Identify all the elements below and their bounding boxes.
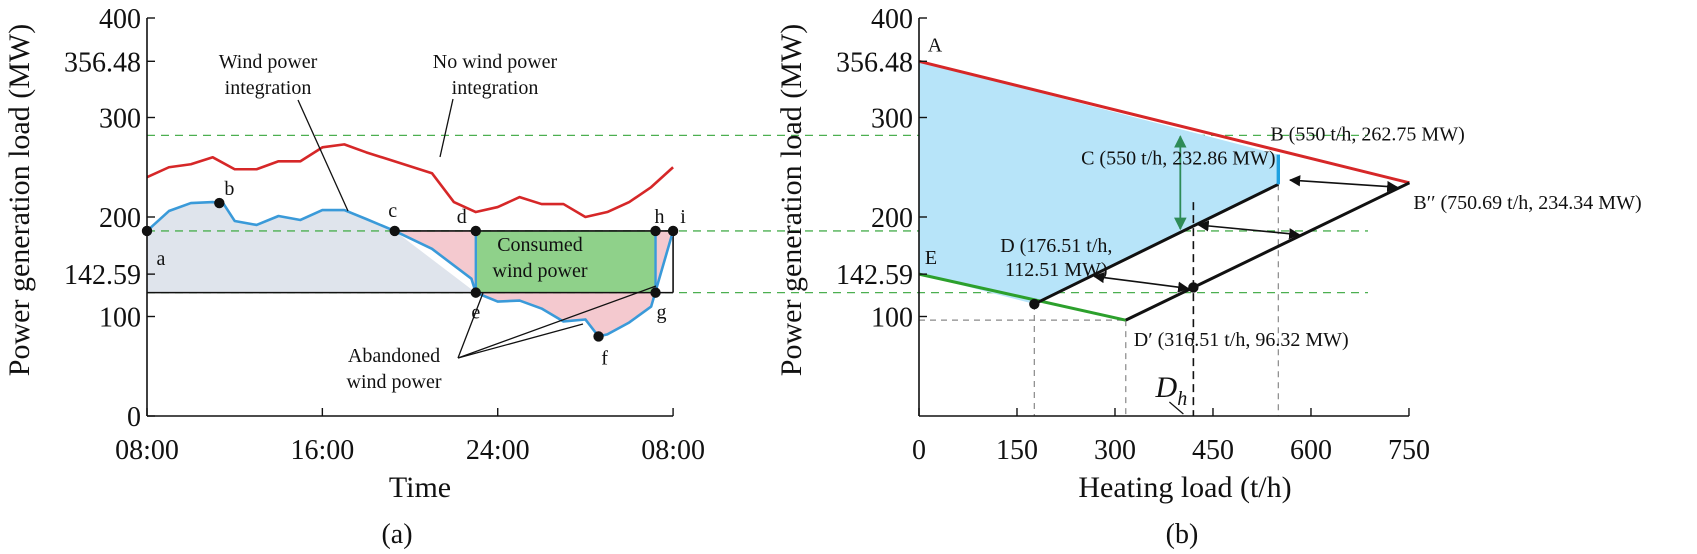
panel-a: 0 100 142.59 200 300 356.48 400 08:00 16:00 24:00… [64,4,1368,466]
point-h [650,225,661,237]
leader-abandoned-1 [457,292,484,359]
leader-abandoned-3 [457,285,657,359]
panel-a-xtick-label: 08:00 [115,435,179,466]
annotation-consumed-line1: Consumed [497,234,583,256]
panel-b-ylabel: Power generation load (MW) [775,24,808,376]
fill-abandoned-wind-2 [475,292,656,337]
caption-b: (b) [1166,519,1199,550]
edge-a-b [918,59,1410,185]
leader-no-wind [439,98,454,158]
point-g [650,287,661,298]
point-b [214,197,225,209]
panel-b-xtick-label: 300 [1094,435,1136,466]
panel-b-point-1 [1188,282,1199,293]
panel-b-xtick-label: 750 [1388,435,1430,466]
panel-b: 100 142.59 200 300 356.48 400 0 150 300 450 600 750… [836,4,1642,466]
panel-a-ylabel: Power generation load (MW) [3,24,36,376]
panel-b-ytick-label: 356.48 [836,47,913,78]
edge-d-prime-b2 [1125,181,1411,322]
panel-b-ytick-label: 100 [871,303,913,334]
point-label-b: b [224,178,234,200]
annotation-abandoned-line1: Abandoned [348,345,440,367]
point-label-d: d [457,206,467,228]
panel-b-ytick-label: 400 [871,4,913,35]
panel-b-ticks: 100 142.59 200 300 356.48 400 0 150 300 450 600 750… [836,4,1430,466]
panel-b-xtick-label: 450 [1192,435,1234,466]
leader-abandoned-2 [457,323,584,359]
dh-leader [1168,401,1184,415]
panel-b-boundary-lines [918,59,1411,322]
edge-d-c [1033,182,1279,306]
panel-a-ytick-label: 200 [99,203,141,234]
panel-b-ytick-label: 300 [871,104,913,135]
annotation-wind-integration-line2: integration [225,77,312,99]
panel-b-xlabel: Heating load (t/h) [1078,471,1291,504]
panel-b-point-0 [1029,298,1040,310]
panel-a-xtick-label: 08:00 [641,435,705,466]
panel-a-xtick-label: 16:00 [290,435,354,466]
panel-a-xtick-label: 24:00 [466,435,530,466]
leader-wind-integration [297,99,349,212]
point-c [389,225,400,237]
point-label-A: A [928,34,943,56]
panel-a-ytick-label: 356.48 [64,47,141,78]
point-label-c: c [388,200,397,222]
annotation-wind-integration-line1: Wind power [219,51,318,73]
panel-a-ytick-label: 300 [99,104,141,135]
panel-b-ytick-label: 200 [871,203,913,234]
point-label-f: f [601,347,608,369]
annotation-no-wind-line2: integration [452,77,539,99]
point-label-D: D (176.51 t/h, 112.51 MW) [1000,235,1112,281]
panel-a-ticks: 0 100 142.59 200 300 356.48 400 08:00 16:00 24:00… [64,4,705,466]
point-label-g: g [657,302,667,324]
panel-a-fill-regions [147,202,674,337]
point-label-D1: D′ (316.51 t/h, 96.32 MW) [1134,329,1349,351]
point-label-i: i [680,206,686,228]
panel-b-fill-region [919,61,1279,305]
operating-region-fill [919,61,1279,305]
panel-b-xtick-label: 0 [912,435,926,466]
panel-a-ytick-label: 400 [99,4,141,35]
panel-a-ytick-label: 0 [127,402,141,433]
edge-e-d-prime [918,272,1127,322]
shift-arrow-1 [1197,220,1301,240]
point-label-B: B (550 t/h, 262.75 MW) [1270,124,1464,146]
point-e [470,287,481,298]
panel-a-ytick-label: 142.59 [64,260,141,291]
series-line-no-wind [146,143,674,219]
point-a [141,225,153,237]
point-d [470,225,481,237]
annotation-consumed-line2: wind power [493,260,588,282]
dh-label: Dh [1155,371,1188,410]
fill-baseline-region [147,202,476,293]
annotation-no-wind-line1: No wind power [433,51,558,73]
shift-arrow-0 [1092,272,1190,293]
panel-a-ytick-label: 100 [99,303,141,334]
panel-a-xlabel: Time [389,471,451,504]
panel-b-ytick-label: 142.59 [836,260,913,291]
panel-b-xtick-label: 150 [996,435,1038,466]
point-i [667,225,679,237]
point-label-a: a [157,248,166,270]
point-label-B2: B′′ (750.69 t/h, 234.34 MW) [1413,192,1641,214]
point-label-h: h [655,206,665,228]
shift-arrow-2 [1288,175,1399,193]
fill-consumed-wind [475,230,656,293]
point-f [593,331,604,342]
point-label-E: E [925,247,937,269]
panel-b-points: A B (550 t/h, 262.75 MW) B′′ (750.69 t/h, … [925,34,1642,351]
caption-a: (a) [381,519,412,550]
panel-b-xtick-label: 600 [1290,435,1332,466]
point-label-C: C (550 t/h, 232.86 MW) [1081,147,1275,169]
annotation-abandoned-line2: wind power [347,371,442,393]
fill-abandoned-wind-1 [394,230,476,293]
